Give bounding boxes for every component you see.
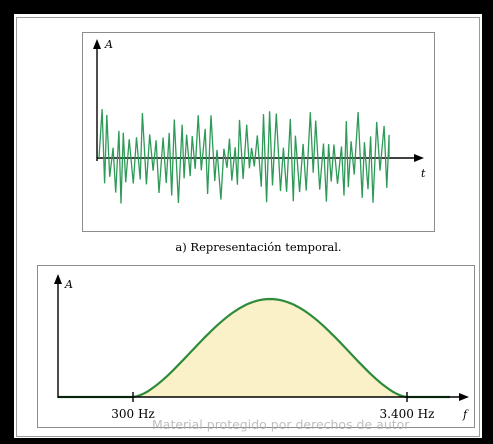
tick-label-300hz: 300 Hz [111,407,155,421]
frequency-y-axis-arrowhead [54,274,62,284]
frequency-x-axis-arrowhead [459,393,469,401]
time-x-axis-arrowhead [414,154,424,162]
time-domain-panel: A t [82,32,435,232]
frequency-panel: A f 300 Hz 3.400 Hz [37,265,475,428]
time-y-axis-label: A [104,38,113,51]
frequency-x-axis-label: f [462,408,469,421]
frequency-y-axis-label: A [64,278,73,291]
tick-label-3400hz: 3.400 Hz [380,407,435,421]
time-caption: a) Representación temporal. [175,240,342,254]
time-domain-figure: A t [93,38,426,204]
copyright-watermark: Material protegido por derechos de autor [152,417,410,432]
inner-frame [16,17,480,437]
spectrum-curve [58,297,450,399]
time-x-axis-label: t [421,167,426,180]
spectrum-filled-area [133,299,407,397]
frequency-figure: A f 300 Hz 3.400 Hz [54,274,469,421]
time-signal-waveform [98,109,390,204]
time-y-axis-arrowhead [93,39,101,49]
